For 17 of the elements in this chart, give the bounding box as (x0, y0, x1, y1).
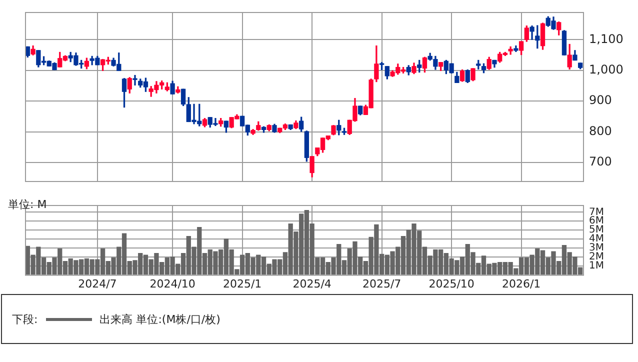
legend-title: 下段: (12, 312, 38, 326)
x-tick-label: 2025/4 (292, 277, 332, 290)
y-tick-label: 700 (589, 154, 612, 169)
y-tick-label: 800 (589, 124, 612, 138)
x-tick-label: 2025/10 (428, 277, 474, 290)
y-tick-label: 1,100 (589, 32, 624, 46)
y-tick-label: 1M (589, 260, 604, 272)
x-tick-label: 2026/1 (502, 277, 541, 290)
y-tick-label: 2M (589, 251, 604, 262)
y-tick-label: 1,000 (589, 62, 624, 77)
x-tick-label: 2025/7 (362, 277, 402, 290)
y-tick-label: 900 (589, 93, 612, 108)
x-tick-label: 2024/10 (150, 277, 196, 290)
y-axis-title: 単位: M (8, 197, 47, 212)
legend-label: 出来高 単位:(M株/口/枚) (100, 312, 220, 326)
x-tick-label: 2025/1 (222, 277, 262, 290)
x-tick-label: 2024/7 (78, 277, 117, 290)
